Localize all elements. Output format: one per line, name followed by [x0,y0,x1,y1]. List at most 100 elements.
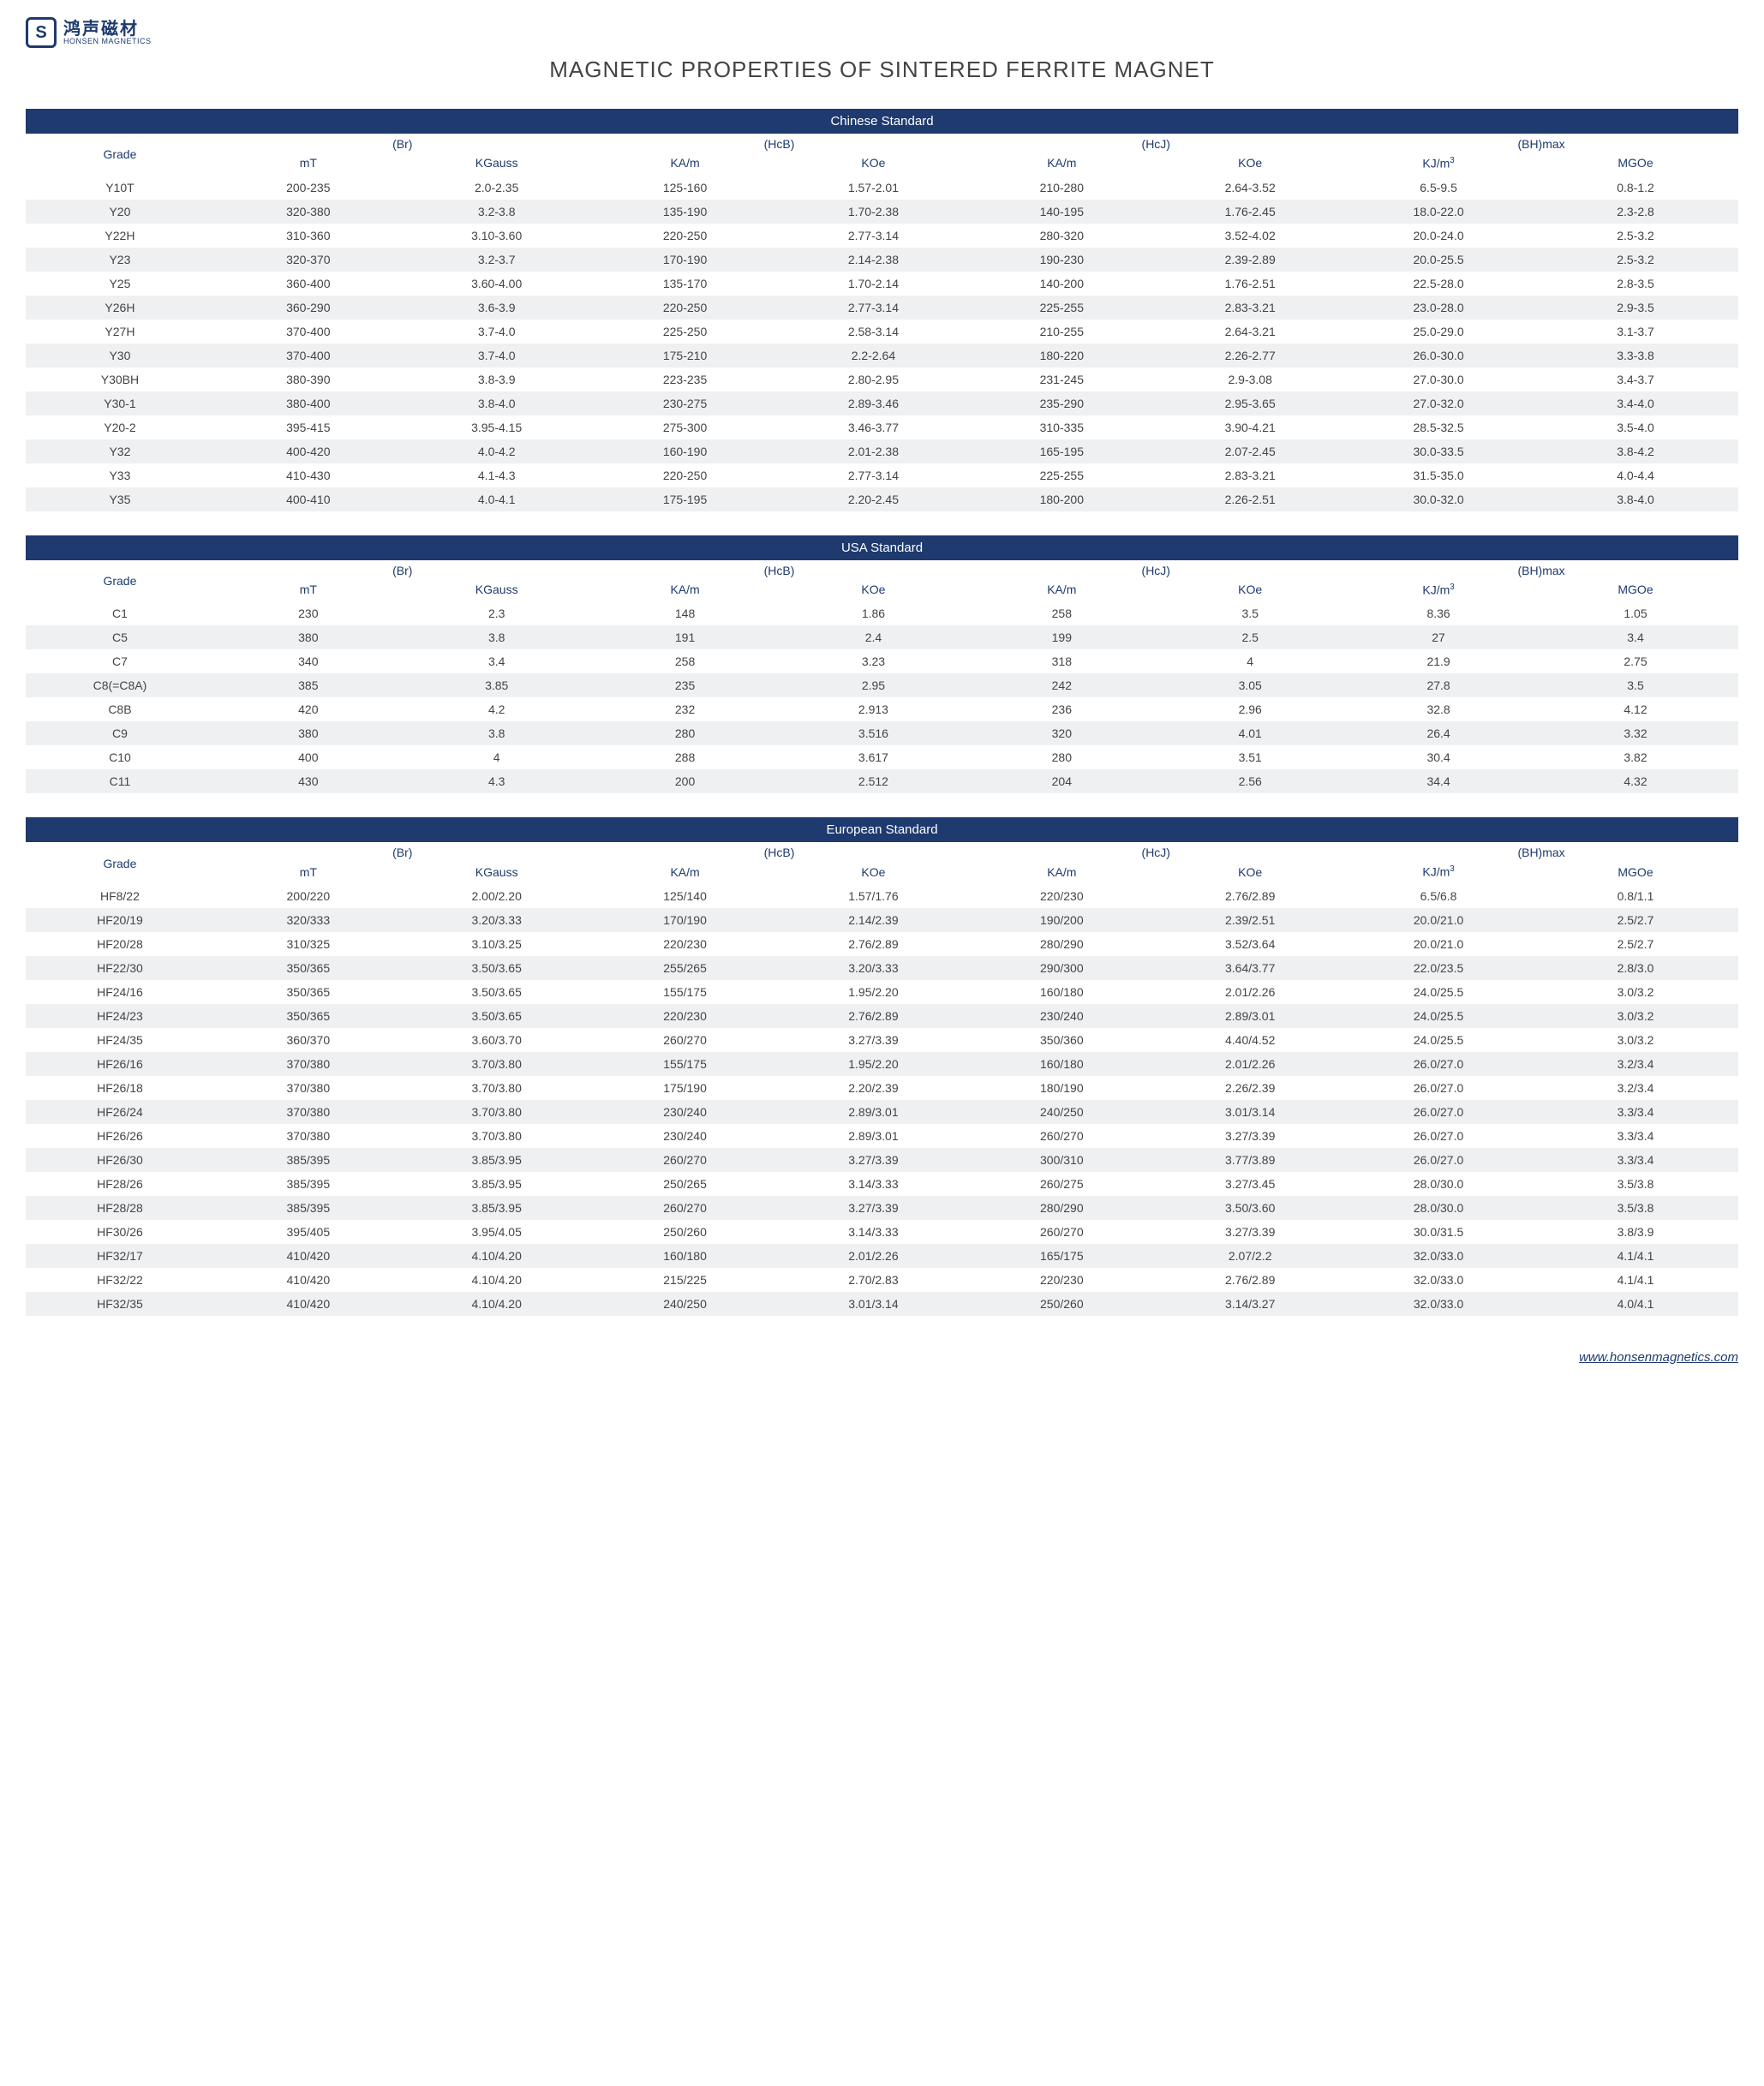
logo-icon: S [26,17,57,48]
footer-url[interactable]: www.honsenmagnetics.com [1579,1350,1738,1365]
cell-grade: Y22H [26,224,214,248]
cell-value: 3.85/3.95 [403,1196,591,1220]
cell-value: 165/175 [967,1244,1156,1268]
cell-grade: HF28/28 [26,1196,214,1220]
cell-value: 3.8-4.0 [403,391,591,415]
cell-value: 170-190 [591,248,780,272]
table-row: Y32400-4204.0-4.2160-1902.01-2.38165-195… [26,439,1738,463]
cell-value: 395-415 [214,415,403,439]
cell-value: 2.96 [1156,697,1344,721]
col-unit: KJ/m3 [1344,863,1533,884]
cell-grade: Y30 [26,344,214,368]
col-unit: MGOe [1533,581,1738,602]
cell-value: 2.95 [780,673,968,697]
cell-value: 320/333 [214,908,403,932]
table-row: HF30/26395/4053.95/4.05250/2603.14/3.332… [26,1220,1738,1244]
cell-value: 360-400 [214,272,403,296]
table-row: C8(=C8A)3853.852352.952423.0527.83.5 [26,673,1738,697]
cell-value: 3.8-4.0 [1533,487,1738,511]
cell-value: 3.516 [780,721,968,745]
cell-value: 3.5/3.8 [1533,1172,1738,1196]
col-group-hcb: (HcB) [591,560,968,581]
cell-grade: HF22/30 [26,956,214,980]
cell-value: 20.0-24.0 [1344,224,1533,248]
col-group-hcj: (HcJ) [967,842,1344,863]
col-grade: Grade [26,560,214,602]
table-section: Chinese StandardGrade(Br)(HcB)(HcJ)(BH)m… [26,109,1738,511]
cell-value: 215/225 [591,1268,780,1292]
cell-value: 3.8 [403,721,591,745]
cell-value: 4.12 [1533,697,1738,721]
cell-value: 4.1/4.1 [1533,1268,1738,1292]
cell-value: 380 [214,625,403,649]
table-row: HF20/19320/3333.20/3.33170/1902.14/2.391… [26,908,1738,932]
cell-value: 340 [214,649,403,673]
cell-value: 22.0/23.5 [1344,956,1533,980]
cell-value: 2.77-3.14 [780,224,968,248]
table-section: European StandardGrade(Br)(HcB)(HcJ)(BH)… [26,817,1738,1316]
cell-value: 31.5-35.0 [1344,463,1533,487]
cell-grade: HF32/17 [26,1244,214,1268]
cell-value: 2.0-2.35 [403,176,591,200]
cell-value: 4.10/4.20 [403,1268,591,1292]
cell-value: 3.85 [403,673,591,697]
col-unit: KJ/m3 [1344,581,1533,602]
data-table: European StandardGrade(Br)(HcB)(HcJ)(BH)… [26,817,1738,1316]
cell-grade: C9 [26,721,214,745]
cell-value: 204 [967,769,1156,793]
cell-value: 310-360 [214,224,403,248]
cell-value: 225-255 [967,463,1156,487]
cell-value: 230/240 [967,1004,1156,1028]
cell-value: 3.77/3.89 [1156,1148,1344,1172]
cell-value: 242 [967,673,1156,697]
cell-grade: HF28/26 [26,1172,214,1196]
cell-grade: HF24/35 [26,1028,214,1052]
cell-value: 26.0/27.0 [1344,1148,1533,1172]
cell-value: 2.3-2.8 [1533,200,1738,224]
logo: S 鸿声磁材 HONSEN MAGNETICS [26,17,1738,48]
table-row: HF24/23350/3653.50/3.65220/2302.76/2.892… [26,1004,1738,1028]
cell-value: 28.0/30.0 [1344,1196,1533,1220]
cell-value: 3.3/3.4 [1533,1148,1738,1172]
cell-value: 27.0-32.0 [1344,391,1533,415]
table-row: HF26/24370/3803.70/3.80230/2402.89/3.012… [26,1100,1738,1124]
cell-value: 3.52/3.64 [1156,932,1344,956]
cell-value: 220-250 [591,296,780,320]
cell-value: 0.8-1.2 [1533,176,1738,200]
cell-value: 258 [967,601,1156,625]
cell-grade: Y33 [26,463,214,487]
cell-grade: HF26/30 [26,1148,214,1172]
cell-value: 25.0-29.0 [1344,320,1533,344]
cell-value: 3.4 [403,649,591,673]
table-row: Y27H370-4003.7-4.0225-2502.58-3.14210-25… [26,320,1738,344]
col-unit: mT [214,863,403,884]
cell-value: 230/240 [591,1100,780,1124]
page-title: MAGNETIC PROPERTIES OF SINTERED FERRITE … [26,57,1738,83]
col-unit: KA/m [591,581,780,602]
table-row: HF28/28385/3953.85/3.95260/2703.27/3.392… [26,1196,1738,1220]
cell-grade: HF26/18 [26,1076,214,1100]
cell-value: 1.05 [1533,601,1738,625]
logo-cn: 鸿声磁材 [63,21,152,38]
cell-value: 3.4 [1533,625,1738,649]
cell-value: 20.0/21.0 [1344,908,1533,932]
cell-value: 258 [591,649,780,673]
cell-value: 2.76/2.89 [780,932,968,956]
cell-value: 236 [967,697,1156,721]
cell-value: 21.9 [1344,649,1533,673]
cell-grade: Y30BH [26,368,214,391]
cell-value: 3.27/3.39 [780,1148,968,1172]
col-unit: KGauss [403,581,591,602]
cell-value: 2.14-2.38 [780,248,968,272]
cell-value: 225-250 [591,320,780,344]
cell-value: 26.0/27.0 [1344,1100,1533,1124]
cell-value: 2.5-3.2 [1533,224,1738,248]
cell-value: 32.0/33.0 [1344,1292,1533,1316]
cell-value: 400-410 [214,487,403,511]
cell-value: 2.70/2.83 [780,1268,968,1292]
col-unit: KOe [780,154,968,176]
cell-value: 2.20/2.39 [780,1076,968,1100]
cell-value: 275-300 [591,415,780,439]
cell-grade: Y27H [26,320,214,344]
cell-value: 2.39/2.51 [1156,908,1344,932]
